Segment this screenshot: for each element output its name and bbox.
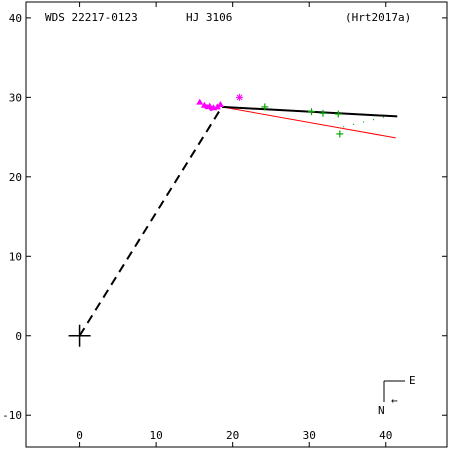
axis-tick-labels: 0 10 20 30 40 -10 0 10 20 30 40 [2, 12, 392, 442]
axis-ticks [26, 2, 447, 447]
compass-north-label: N [378, 404, 385, 417]
y-tick-label: 40 [9, 12, 22, 25]
wds-id-label: WDS 22217-0123 [45, 11, 138, 24]
speckle-circle [208, 105, 214, 111]
alt-orbit-line [221, 106, 396, 139]
residual-dot [353, 123, 355, 125]
compass: E N ← [378, 374, 416, 417]
x-tick-label: 0 [76, 429, 83, 442]
y-tick-label: 30 [9, 91, 22, 104]
residual-dot [372, 119, 375, 121]
y-tick-label: -10 [2, 409, 22, 422]
compass-arrow-icon: ← [391, 394, 398, 407]
x-tick-label: 10 [150, 429, 163, 442]
speckle-star [236, 94, 243, 101]
y-tick-label: 20 [9, 171, 22, 184]
x-tick-label: 40 [379, 429, 392, 442]
residual-dot [382, 116, 385, 118]
speckle-triangle [216, 101, 224, 108]
discoverer-label: HJ 3106 [186, 11, 232, 24]
y-tick-label: 10 [9, 250, 22, 263]
plot-border [25, 1, 448, 448]
reference-label: (Hrt2017a) [345, 11, 411, 24]
orbit-series [68, 93, 398, 347]
residual-dot [362, 121, 365, 123]
y-tick-label: 0 [15, 330, 22, 343]
speckle-circle [204, 104, 210, 110]
x-tick-label: 20 [226, 429, 239, 442]
speckle-triangle [196, 98, 204, 105]
compass-east-label: E [409, 374, 416, 387]
x-tick-label: 30 [303, 429, 316, 442]
residual-dot [343, 126, 345, 128]
node-line [78, 106, 223, 337]
plot-frame [25, 1, 448, 448]
